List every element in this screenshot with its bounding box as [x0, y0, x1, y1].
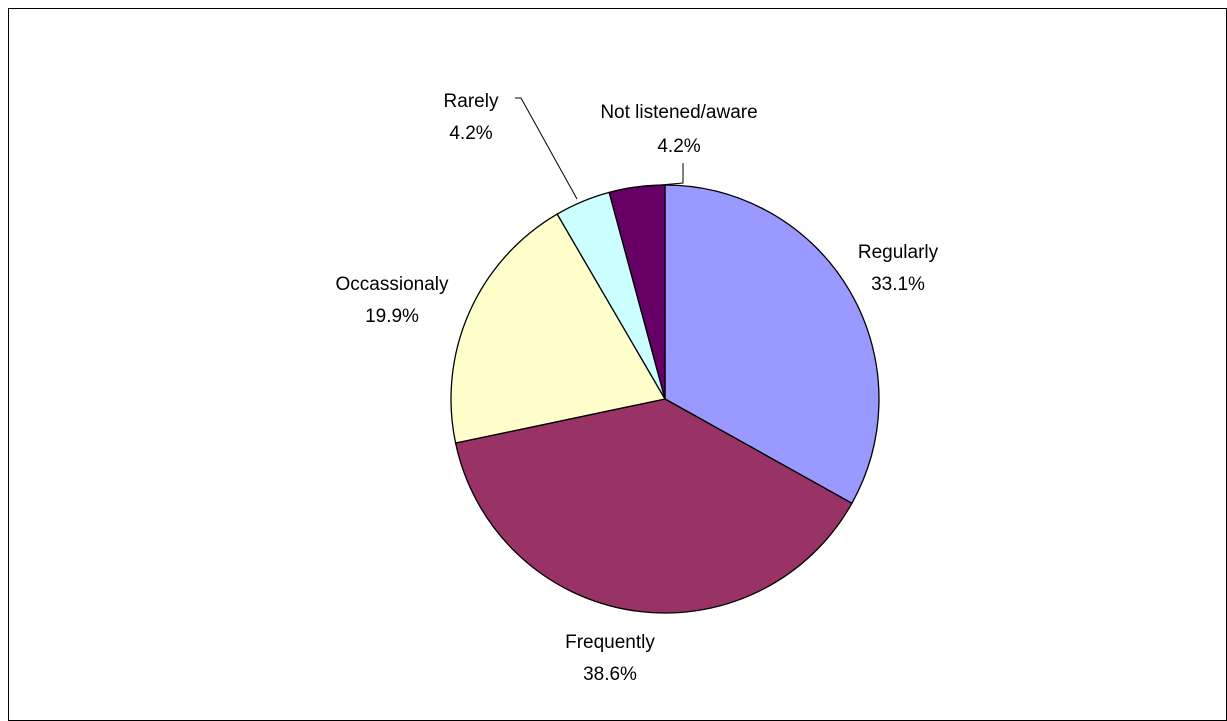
- leader-line-rarely: [515, 97, 578, 200]
- slice-frequently: [454, 398, 853, 614]
- slice-label-regularly: Regularly: [858, 242, 939, 263]
- slice-value-label-rarely: 4.2%: [449, 123, 492, 144]
- slice-value-label-occassionaly: 19.9%: [365, 306, 419, 327]
- slice-value-label-frequently: 38.6%: [583, 664, 637, 685]
- slice-label-not-listened-aware: Not listened/aware: [600, 102, 757, 123]
- slice-label-frequently: Frequently: [565, 632, 655, 653]
- slice-regularly: [664, 184, 880, 505]
- slice-label-rarely: Rarely: [444, 91, 499, 112]
- leader-line-not-listened-aware: [636, 163, 684, 188]
- slice-label-occassionaly: Occassionaly: [336, 274, 449, 295]
- slice-value-label-regularly: 33.1%: [871, 274, 925, 295]
- slice-occassionaly: [450, 213, 667, 444]
- slice-value-label-not-listened-aware: 4.2%: [657, 136, 700, 157]
